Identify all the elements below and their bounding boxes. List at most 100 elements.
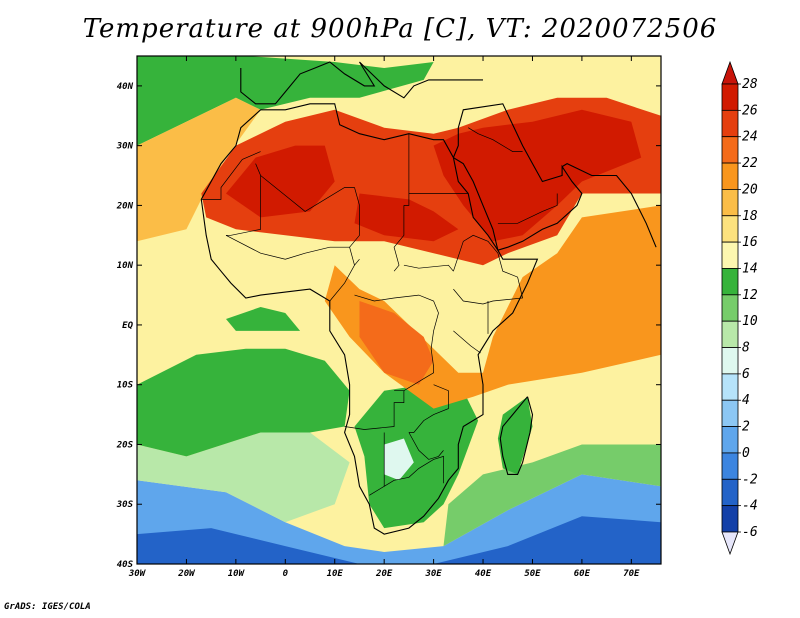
region-mediterranean-green [137,56,434,146]
colorbar-label: 4 [742,393,750,408]
lat-tick-label: 20S [116,440,134,450]
region-congo-central-warm [359,301,434,385]
border-sudan-south-sudan [403,264,454,272]
colorbar-label: -2 [742,472,758,487]
coastline-asia-coast [561,162,657,248]
colorbar-label: 26 [742,103,758,118]
region-atlantic-green-band [137,348,350,457]
lon-tick-label: 0 [283,569,289,579]
region-gulf-of-guinea-green [226,307,301,331]
colorbar-swatch [721,109,739,138]
region-southern-africa-green [354,384,479,529]
colorbar-label: 8 [742,341,750,356]
colorbar-swatch [721,320,739,348]
lat-tick-label: 10S [117,381,134,391]
region-sahel-east-hottest [354,193,459,242]
border-ethiopia-border [453,234,524,305]
lat-tick-label: 20N [116,201,134,211]
border-niger-chad [349,187,360,266]
region-arabia-hottest [433,109,642,242]
colorbar-label: 18 [742,209,758,224]
colorbar-label: 12 [742,288,758,303]
border-drc-east [394,312,439,392]
lon-tick-label: 20E [375,569,393,579]
temperature-fill-layer [137,56,661,564]
colorbar-label: 6 [742,367,750,382]
colorbar-label: 0 [742,446,750,461]
region-madagascar-green [497,396,533,475]
border-namibia-botswana [369,432,385,496]
colorbar-swatch [721,189,739,217]
colorbar-label: 24 [742,130,758,145]
coastline-border-layer [200,61,657,535]
lon-tick-label: 70E [623,569,640,579]
colorbar-swatch [721,136,739,164]
colorbar-label: 10 [742,314,758,329]
lon-tick-label: 10E [327,569,344,579]
colorbar-over-arrow [721,60,739,85]
colorbar-swatch [721,373,739,401]
coastline-africa-coast [200,103,539,535]
colorbar-swatch [721,426,739,454]
region-indian-ocean-southwest-cool [443,444,661,547]
lat-tick-label: 30N [116,142,134,152]
coastline-arabia-coast [452,103,583,251]
colorbar-swatch [721,505,739,533]
border-mauritania-mali [226,163,261,236]
region-south-atlantic-cool [137,432,350,523]
border-kenya-tanzania [453,330,481,354]
border-angola-zambia [344,390,405,430]
colorbar-label: 16 [742,235,758,250]
lat-tick-label: 40N [117,82,134,92]
colorbar-swatch [721,268,739,296]
lon-tick-label: 50E [524,569,541,579]
axis-ticks: 30W 20W 10W 0 10E 20E 30E 40E 50E 60E 70E 40N 30N 20N… [116,56,661,579]
region-kalahari-cool [384,438,414,481]
border-sahel-south-line [225,234,350,260]
region-southern-ocean-coldest [137,516,661,564]
colorbar-swatch [721,399,739,427]
border-libya-egypt [403,133,410,206]
coastline-europe-coast [240,61,483,105]
lon-tick-label: 20W [177,569,196,579]
border-iraq-saudi [468,127,523,152]
colorbar-swatch [721,215,739,243]
region-sahara-hottest-west [226,145,335,218]
border-car-drc [354,294,439,314]
region-atlantic-ne-warm [137,97,261,242]
colorbar-label: -6 [742,525,758,540]
lon-tick-label: 40E [475,569,492,579]
lat-tick-label: 10N [117,261,134,271]
map-frame [136,55,662,565]
colorbar-swatch [721,83,739,111]
lon-tick-label: 30W [128,569,147,579]
lon-tick-label: 10W [228,569,246,579]
border-saudi-yemen [497,193,558,224]
border-south-africa-north [384,455,444,487]
colorbar-label: 22 [742,156,758,171]
colorbar-label: -4 [742,499,758,514]
border-algeria-mali-niger [260,175,355,212]
lon-tick-label: 30E [424,569,442,579]
colorbar-swatch [721,478,739,507]
border-chad-sudan [393,205,405,272]
lat-tick-label: 30S [116,500,134,510]
colorbar-label: 2 [742,420,750,435]
lon-tick-label: 60E [574,569,591,579]
border-zambia-mozambique [408,384,449,433]
colorbar-label: 14 [742,261,758,276]
colorbar-label: 28 [742,77,758,92]
colorbar-swatch [721,452,739,480]
colorbar-label: 20 [742,182,758,197]
border-western-sahara-mauritania [201,151,261,200]
colorbar-swatch [721,347,739,375]
colorbar-under-arrow [721,531,739,556]
border-nigeria-cameroon [329,258,360,302]
border-botswana-zimbabwe [408,432,444,460]
grads-credit: GrADS: IGES/COLA [4,602,91,612]
colorbar-swatch [721,241,739,269]
colorbar-swatch [721,294,739,322]
lat-tick-label: EQ [122,321,133,331]
